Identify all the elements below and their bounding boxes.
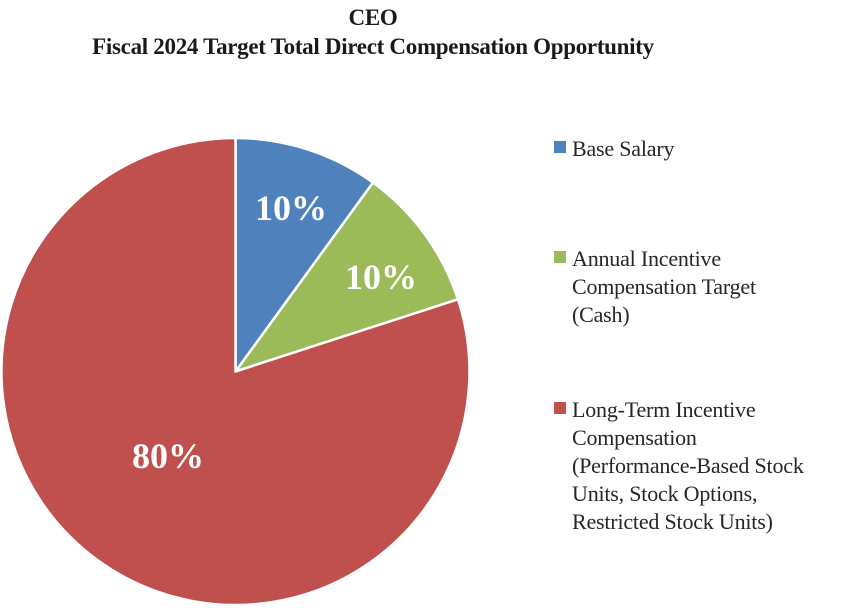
- pie-data-label-2: 80%: [132, 436, 204, 476]
- pie-data-label-0: 10%: [255, 188, 327, 228]
- legend-item-base-salary: Base Salary: [554, 135, 674, 163]
- chart-title: CEO Fiscal 2024 Target Total Direct Comp…: [2, 3, 744, 61]
- legend-swatch-blue: [554, 141, 566, 153]
- chart-title-line1: CEO: [348, 5, 398, 30]
- chart-title-line2: Fiscal 2024 Target Total Direct Compensa…: [92, 34, 654, 59]
- legend: Base Salary Annual Incentive Compensatio…: [554, 0, 839, 611]
- legend-label: Base Salary: [572, 136, 675, 161]
- legend-item-annual-incentive: Annual Incentive Compensation Target (Ca…: [554, 245, 756, 329]
- legend-label: Annual Incentive Compensation Target (Ca…: [572, 246, 756, 327]
- legend-swatch-red: [554, 402, 566, 414]
- legend-swatch-green: [554, 251, 566, 263]
- legend-label: Long-Term Incentive Compensation (Perfor…: [572, 397, 804, 534]
- pie-slice-2: [0, 136, 471, 607]
- pie-data-label-1: 10%: [345, 257, 417, 297]
- legend-item-long-term-incentive: Long-Term Incentive Compensation (Perfor…: [554, 396, 804, 536]
- pie-slice-0: [234, 136, 375, 373]
- pie-slice-1: [234, 181, 460, 373]
